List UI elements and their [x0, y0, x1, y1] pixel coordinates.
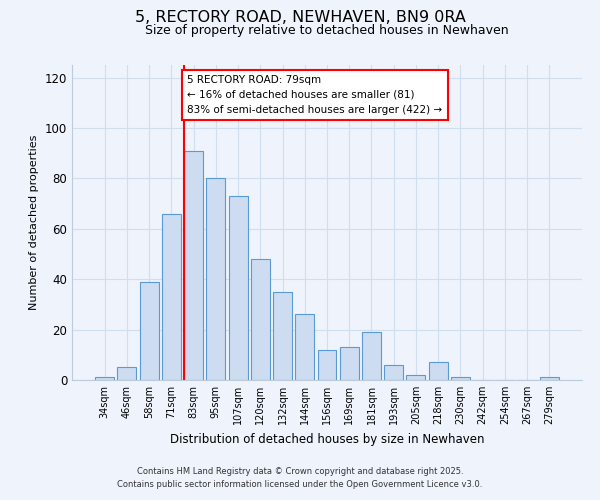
Bar — [118, 368, 136, 380]
Bar — [451, 378, 470, 380]
Y-axis label: Number of detached properties: Number of detached properties — [29, 135, 39, 310]
Bar — [429, 362, 448, 380]
Text: 5, RECTORY ROAD, NEWHAVEN, BN9 0RA: 5, RECTORY ROAD, NEWHAVEN, BN9 0RA — [134, 10, 466, 25]
Text: 5 RECTORY ROAD: 79sqm
← 16% of detached houses are smaller (81)
83% of semi-deta: 5 RECTORY ROAD: 79sqm ← 16% of detached … — [187, 75, 443, 114]
Bar — [162, 214, 181, 380]
Bar — [540, 378, 559, 380]
Bar — [184, 150, 203, 380]
Text: Contains HM Land Registry data © Crown copyright and database right 2025.
Contai: Contains HM Land Registry data © Crown c… — [118, 468, 482, 489]
Bar — [317, 350, 337, 380]
Bar — [295, 314, 314, 380]
Bar — [406, 375, 425, 380]
X-axis label: Distribution of detached houses by size in Newhaven: Distribution of detached houses by size … — [170, 432, 484, 446]
Bar — [384, 365, 403, 380]
Title: Size of property relative to detached houses in Newhaven: Size of property relative to detached ho… — [145, 24, 509, 38]
Bar — [273, 292, 292, 380]
Bar — [206, 178, 225, 380]
Bar — [362, 332, 381, 380]
Bar — [251, 259, 270, 380]
Bar — [340, 347, 359, 380]
Bar — [229, 196, 248, 380]
Bar — [140, 282, 158, 380]
Bar — [95, 378, 114, 380]
